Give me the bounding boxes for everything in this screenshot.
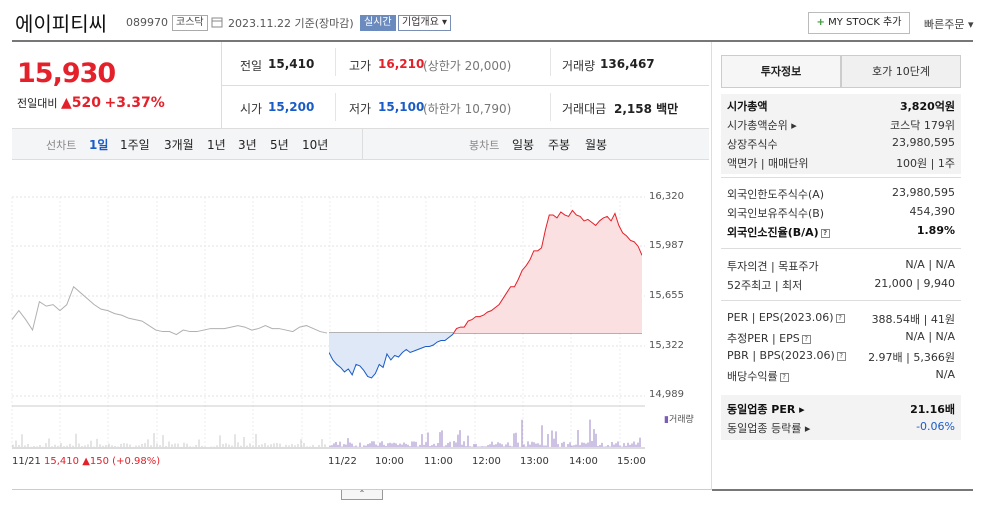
prev-value: 15,410: [268, 57, 315, 71]
calendar-icon: [211, 16, 223, 28]
y-tick: 16,320: [649, 191, 684, 202]
market-cap-section: 시가총액 3,820억원 시가총액순위 ▸ 코스닥 179위 상장주식수 23,980…: [721, 94, 961, 174]
up-area: [329, 210, 642, 334]
tab-invest-info[interactable]: 투자정보: [721, 55, 841, 88]
chart-tab-bar: [12, 128, 709, 160]
y-tick: 15,322: [649, 340, 684, 351]
tab-5y[interactable]: 5년: [270, 138, 289, 152]
x-tick: 13:00: [520, 456, 549, 467]
help-icon[interactable]: ?: [779, 372, 789, 382]
tab-3m[interactable]: 3개월: [164, 138, 194, 152]
x-tick: 12:00: [472, 456, 501, 467]
tab-1d[interactable]: 1일: [89, 138, 109, 152]
market-badge: 코스닥: [172, 15, 208, 31]
high-value: 16,210: [378, 57, 425, 71]
tab-1y[interactable]: 1년: [207, 138, 226, 152]
x-tick: 10:00: [375, 456, 404, 467]
tab-monthly[interactable]: 월봉: [585, 138, 608, 152]
tab-1w[interactable]: 1주일: [120, 138, 150, 152]
valuation-section: PER | EPS(2023.06)? 388.54배 | 41원 추정PER |…: [721, 309, 961, 387]
x-tick: 14:00: [569, 456, 598, 467]
y-tick: 14,989: [649, 389, 684, 400]
help-icon[interactable]: ?: [835, 313, 845, 323]
upper-limit: (상한가 20,000): [423, 59, 512, 73]
tab-orderbook[interactable]: 호가 10단계: [841, 55, 961, 88]
stock-name: 에이피티씨: [15, 12, 107, 36]
quick-order-button[interactable]: 빠른주문 ▾: [924, 18, 974, 31]
amount-label: 거래대금: [562, 102, 607, 116]
open-value: 15,200: [268, 100, 315, 114]
help-icon[interactable]: ?: [801, 334, 811, 344]
volume-legend: ▮거래량: [664, 415, 694, 425]
price-line-down: [329, 333, 455, 379]
x-tick: 15:00: [617, 456, 646, 467]
help-icon[interactable]: ?: [836, 351, 846, 361]
price-line-up: [453, 209, 642, 334]
volume-value: 136,467: [600, 57, 655, 71]
high-label: 고가: [349, 59, 372, 73]
volume-label: 거래량: [562, 59, 596, 73]
collapse-button[interactable]: ⌃: [341, 490, 383, 500]
lower-limit: (하한가 10,790): [423, 102, 512, 116]
low-value: 15,100: [378, 100, 425, 114]
price-change: 전일대비 ▲520 +3.37%: [17, 95, 165, 111]
divider: [12, 40, 973, 42]
mystock-add-button[interactable]: + MY STOCK 추가: [808, 12, 910, 34]
open-label: 시가: [240, 102, 263, 116]
tab-daily[interactable]: 일봉: [512, 138, 535, 152]
prev-label: 전일: [240, 59, 263, 73]
company-overview-button[interactable]: 기업개요 ▾: [398, 15, 451, 31]
x-tick: 11:00: [424, 456, 453, 467]
info-tabs: 투자정보 호가 10단계: [721, 55, 961, 88]
x-tick: 11/22: [328, 456, 357, 467]
down-area: [329, 333, 642, 378]
tab-10y[interactable]: 10년: [302, 138, 329, 152]
base-date: 2023.11.22 기준(장마감): [228, 17, 354, 30]
amount-value: 2,158 백만: [614, 102, 679, 116]
divider: [12, 489, 712, 490]
tab-weekly[interactable]: 주봉: [548, 138, 571, 152]
current-price: 15,930: [17, 58, 116, 89]
realtime-button[interactable]: 실시간: [360, 15, 396, 31]
y-tick: 15,655: [649, 290, 684, 301]
industry-section: 동일업종 PER ▸ 21.16배 동일업종 등락률 ▸ -0.06%: [721, 395, 961, 440]
opinion-section: 투자의견 | 목표주가 N/A | N/A 52주최고 | 최저 21,000 | …: [721, 256, 961, 296]
divider: [712, 489, 973, 491]
divider: [711, 42, 712, 490]
prev-day-line: [11, 285, 328, 336]
tab-3y[interactable]: 3년: [238, 138, 257, 152]
foreign-section: 외국인한도주식수(A) 23,980,595 외국인보유주식수(B) 454,390…: [721, 184, 961, 246]
y-tick: 15,987: [649, 240, 684, 251]
line-chart-label: 선차트: [46, 139, 77, 152]
stock-code: 089970: [126, 16, 168, 29]
price-chart: [11, 196, 645, 449]
divider: [221, 85, 709, 86]
help-icon[interactable]: ?: [820, 228, 830, 238]
prev-day-footer: 11/21 15,410 ▲150 (+0.98%): [12, 456, 161, 467]
low-label: 저가: [349, 102, 372, 116]
candle-chart-label: 봉차트: [469, 139, 500, 152]
